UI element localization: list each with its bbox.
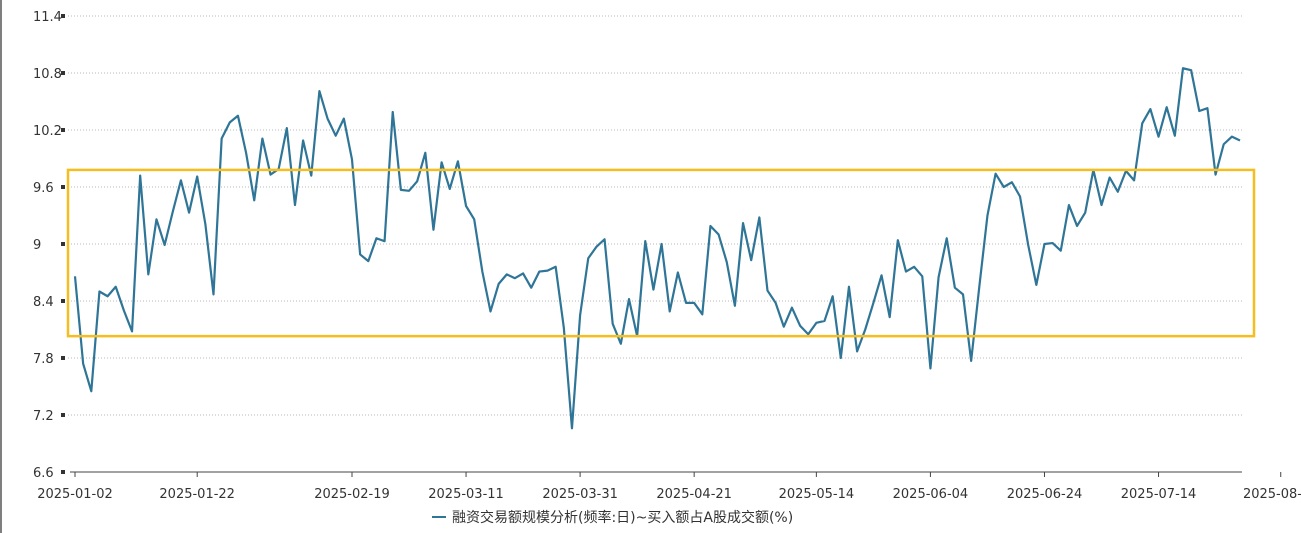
x-tick-label: 2025-07-14 [1121, 487, 1197, 502]
y-tick-mark [61, 413, 65, 417]
x-axis: 2025-01-02 2025-01-22 2025-02-19 2025-03-11… [37, 471, 1301, 502]
legend[interactable]: 融资交易额规模分析(频率:日)~买入额占A股成交额(%) [432, 509, 793, 526]
x-tick-label: 2025-04-21 [656, 487, 732, 502]
series-line [73, 67, 1241, 430]
x-tick-label: 2025-02-19 [314, 487, 390, 502]
y-tick-label: 7.8 [33, 352, 54, 367]
y-tick-mark [61, 299, 65, 303]
y-tick-mark [61, 14, 65, 18]
y-tick-label: 6.6 [33, 466, 54, 481]
x-tick-label: 2025-03-31 [542, 487, 618, 502]
y-tick-label: 8.4 [33, 295, 54, 310]
y-tick-label: 10.8 [33, 67, 62, 82]
y-tick-mark [61, 242, 65, 246]
series-layer [73, 67, 1241, 430]
y-tick-mark [61, 71, 65, 75]
x-tick-label: 2025-06-24 [1007, 487, 1083, 502]
y-tick-mark [61, 356, 65, 360]
x-tick-label: 2025-05-14 [779, 487, 855, 502]
y-tick-label: 10.2 [33, 124, 62, 139]
y-tick-label: 9.6 [33, 181, 54, 196]
highlight-band-box [66, 168, 1256, 338]
grid-lines [68, 15, 1244, 416]
x-tick-label: 2025-01-02 [37, 487, 113, 502]
x-tick-label: 2025-08-06 [1243, 487, 1301, 502]
x-tick-label: 2025-03-11 [428, 487, 504, 502]
y-tick-mark [61, 128, 65, 132]
x-tick-label: 2025-01-22 [159, 487, 235, 502]
y-tick-label: 7.2 [33, 409, 54, 424]
y-tick-mark [61, 185, 65, 189]
legend-label: 融资交易额规模分析(频率:日)~买入额占A股成交额(%) [452, 509, 793, 526]
x-tick-label: 2025-06-04 [893, 487, 969, 502]
y-tick-mark [61, 470, 65, 474]
y-axis: 11.4 10.8 10.2 9.6 9 8.4 7.8 7.2 6.6 [33, 10, 65, 481]
y-tick-label: 11.4 [33, 10, 62, 25]
y-tick-label: 9 [33, 238, 41, 253]
